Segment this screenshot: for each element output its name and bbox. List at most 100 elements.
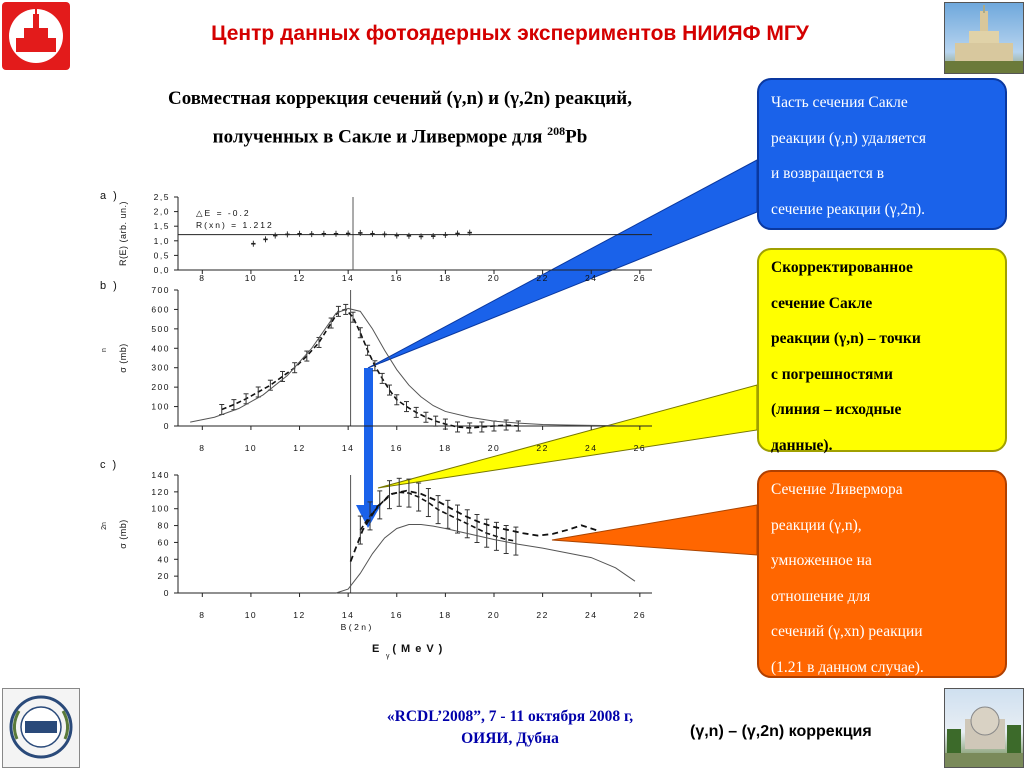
jinr-building-icon [945, 706, 1023, 767]
data-point [321, 232, 327, 235]
subtitle-prefix: полученных в Сакле и Ливерморе для [212, 126, 548, 148]
msu-logo-icon [9, 9, 63, 63]
x-tick-label: 16 [391, 610, 403, 620]
chart-panel-1: a ) 0,0 0,5 1,0 1,5 2,0 2,5 8 10 12 14 16 18 20 22 24 26… [100, 190, 652, 283]
x-tick-label: 8 [199, 273, 205, 283]
subtitle-element: Pb [565, 126, 588, 148]
callout-yellow-line: Скорректированное [771, 259, 913, 276]
annotation: R(xn) = 1.212 [196, 220, 274, 230]
data-point [251, 242, 256, 245]
x-tick-label: 20 [488, 443, 500, 453]
orange-pointer [551, 504, 758, 556]
x-tick-label: 10 [245, 610, 257, 620]
footer-conference-line2: ОИЯИ, Дубна [461, 730, 559, 747]
annotation: △E = -0.2 [196, 208, 251, 218]
y-tick-label: 0 [164, 421, 170, 431]
y-tick-label: 100 [151, 402, 170, 412]
x-tick-label: 8 [199, 443, 205, 453]
y-tick-label: 200 [151, 382, 170, 392]
data-point [285, 233, 290, 236]
jinr-building-photo [944, 688, 1024, 768]
x-axis-label-sub: γ [386, 653, 390, 660]
callout-blue-line: и возвращается в [771, 165, 885, 182]
chart-panel-3: c ) 0 20 40 60 80 100 120 140 8 10 12 14 16 18 20 22 24 26… [100, 459, 652, 660]
x-tick-label: 24 [585, 610, 597, 620]
data-point [382, 233, 387, 236]
blue-pointer [367, 159, 758, 369]
callout-pointers [356, 159, 758, 556]
panel-label: a ) [100, 190, 119, 202]
y-axis-label: σ (mb) [118, 343, 128, 373]
series-livermore-line [349, 489, 599, 562]
callout-yellow-line: (линия – исходные [771, 401, 902, 418]
x-tick-label: 26 [634, 610, 646, 620]
x-tick-label: 8 [199, 610, 205, 620]
y-axis-label: σ (mb) [118, 519, 128, 549]
data-point [406, 235, 412, 237]
page-header-title: Центр данных фотоядерных экспериментов Н… [211, 22, 809, 45]
callout-yellow-line: сечение Сакле [771, 294, 873, 312]
x-tick-label: 14 [342, 273, 354, 283]
data-point [418, 235, 424, 238]
x-tick-label: 16 [391, 443, 403, 453]
series-original-line [190, 307, 616, 427]
y-tick-label: 1,5 [154, 221, 170, 231]
x-tick-label: 26 [634, 443, 646, 453]
transfer-arrow-shaft [364, 368, 373, 508]
series-corrected-line [221, 308, 519, 429]
x-tick-label: 14 [342, 610, 354, 620]
panel-label: c ) [100, 459, 118, 471]
data-point [443, 234, 448, 236]
data-point [297, 232, 302, 235]
x-tick-label: 20 [488, 610, 500, 620]
callout-yellow: Скорректированное сечение Сакле реакции … [757, 248, 1007, 454]
msu-logo [2, 2, 70, 70]
yellow-pointer [377, 384, 758, 489]
x-tick-label: 22 [536, 273, 548, 283]
building-icon [945, 5, 1023, 73]
callout-blue-line: Часть сечения Сакле [771, 94, 908, 111]
callout-yellow-line: с погрешностями [771, 365, 893, 383]
data-point [370, 232, 375, 235]
x-tick-label: 12 [293, 443, 305, 453]
callout-yellow-line: реакции (γ,n) – точки [771, 330, 921, 347]
data-point [273, 234, 278, 237]
x-tick-label: 10 [245, 273, 257, 283]
series-original-line [335, 524, 636, 594]
x-tick-label: 22 [536, 443, 548, 453]
x-tick-label: 18 [439, 443, 451, 453]
callout-orange-line: умноженное на [771, 552, 872, 569]
x-tick-label: 24 [585, 273, 597, 283]
callout-orange-line: Сечение Ливермора [771, 481, 903, 498]
data-point [467, 231, 472, 234]
data-point [358, 232, 363, 234]
threshold-label: B(2n) [341, 622, 374, 632]
x-tick-label: 26 [634, 273, 646, 283]
footer-correction-label: (γ,n) – (γ,2n) коррекция [690, 723, 872, 740]
y-tick-label: 120 [151, 487, 170, 497]
y-tick-label: 300 [151, 363, 170, 373]
x-axis-label: E (MeV) [372, 643, 447, 655]
data-point [333, 232, 339, 235]
y-tick-label: 20 [158, 571, 170, 581]
footer-conference: «RCDL’2008”, 7 - 11 октября 2008 г, ОИЯИ… [300, 706, 720, 750]
y-tick-label: 400 [151, 343, 170, 353]
y-tick-label: 60 [158, 537, 170, 547]
y-tick-label: 600 [151, 304, 170, 314]
y-tick-label: 0 [164, 588, 170, 598]
panel-label: b ) [100, 280, 119, 292]
x-tick-label: 18 [439, 610, 451, 620]
data-point [455, 232, 460, 235]
y-tick-label: 2,0 [154, 207, 170, 217]
x-tick-label: 12 [293, 273, 305, 283]
callout-yellow-line: данные). [771, 436, 833, 454]
x-tick-label: 20 [488, 273, 500, 283]
slide-subtitle-line2: полученных в Сакле и Ливерморе для 208Pb [80, 124, 720, 148]
y-tick-label: 100 [151, 504, 170, 514]
rcdl-logo-icon [9, 695, 73, 759]
y-tick-label: 700 [151, 285, 170, 295]
msu-building-photo [944, 2, 1024, 74]
rcdl-logo [2, 688, 80, 768]
chart-panel-2: b ) 0 100 200 300 400 500 600 700 8 10 12 14 16 18 20 22… [100, 280, 652, 453]
